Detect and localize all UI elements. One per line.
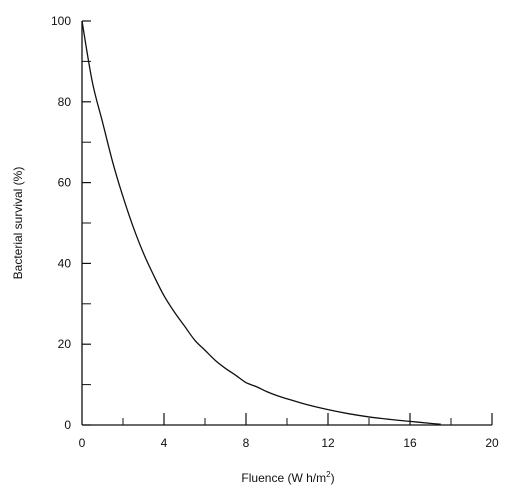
y-tick-label: 40: [58, 256, 72, 270]
x-tick-label: 0: [79, 436, 86, 450]
y-tick-label: 100: [51, 14, 71, 28]
x-axis-title: Fluence (W h/m2): [241, 470, 334, 485]
x-tick-label: 8: [243, 436, 250, 450]
series-group: [81, 20, 441, 425]
y-tick-label: 0: [64, 418, 71, 432]
y-tick-label: 60: [58, 176, 72, 190]
y-tick-label: 20: [58, 337, 72, 351]
x-tick-label: 16: [403, 436, 417, 450]
x-tick-label: 12: [321, 436, 335, 450]
x-axis-title-suffix: ): [331, 471, 335, 485]
x-ticks: 0 4 8 12 16 20: [79, 413, 499, 450]
x-tick-label: 4: [161, 436, 168, 450]
x-tick-label: 20: [485, 436, 499, 450]
survival-curve: [81, 20, 441, 425]
x-axis-title-main: Fluence (W h/m: [241, 471, 326, 485]
y-axis-title: Bacterial survival (%): [11, 167, 25, 280]
y-tick-label: 80: [58, 95, 72, 109]
x-axis-title-superscript: 2: [326, 470, 331, 479]
y-ticks: 0 20 40 60 80 100: [51, 14, 91, 432]
